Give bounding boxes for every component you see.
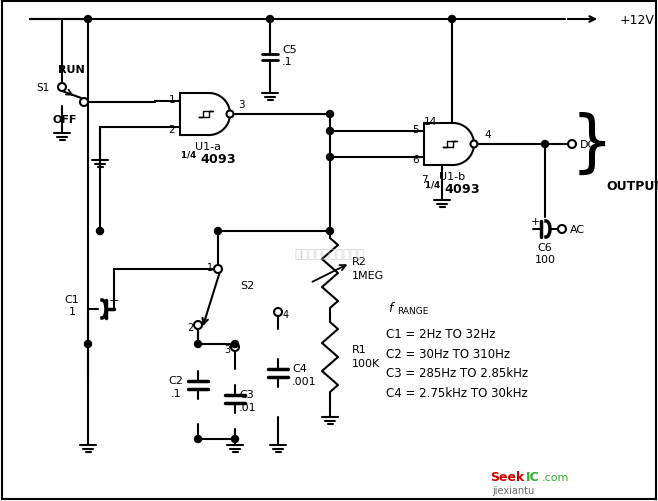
Text: f: f (388, 301, 392, 314)
Text: S2: S2 (240, 281, 254, 291)
Circle shape (542, 141, 549, 148)
Circle shape (214, 266, 222, 274)
Text: 100K: 100K (352, 358, 380, 368)
Text: RANGE: RANGE (397, 307, 428, 316)
Circle shape (226, 111, 234, 118)
Text: 3: 3 (224, 344, 230, 354)
Text: .com: .com (542, 472, 569, 482)
Circle shape (231, 343, 239, 351)
Text: .001: .001 (292, 376, 316, 386)
Text: 4: 4 (283, 310, 289, 319)
Circle shape (326, 154, 334, 161)
Text: 100: 100 (534, 255, 555, 265)
Text: .01: .01 (239, 402, 257, 412)
Text: }: } (570, 112, 613, 178)
Circle shape (266, 17, 274, 24)
Circle shape (194, 321, 202, 329)
Text: 1MEG: 1MEG (352, 271, 384, 281)
Circle shape (195, 436, 201, 442)
Circle shape (470, 141, 478, 148)
Text: jiexiantu: jiexiantu (492, 485, 534, 495)
Text: 7: 7 (420, 175, 427, 185)
Circle shape (449, 17, 455, 24)
Text: U1-b: U1-b (439, 172, 465, 182)
Circle shape (326, 228, 334, 235)
Text: C3 = 285Hz TO 2.85kHz: C3 = 285Hz TO 2.85kHz (386, 367, 528, 380)
Text: C2 = 30Hz TO 310Hz: C2 = 30Hz TO 310Hz (386, 347, 510, 360)
Circle shape (558, 225, 566, 233)
Circle shape (58, 84, 66, 92)
Circle shape (326, 111, 334, 118)
Circle shape (326, 128, 334, 135)
Text: OFF: OFF (52, 115, 76, 125)
Text: 2: 2 (187, 322, 193, 332)
Circle shape (232, 341, 238, 348)
Text: C4 = 2.75kHz TO 30kHz: C4 = 2.75kHz TO 30kHz (386, 387, 528, 400)
Text: RUN: RUN (58, 65, 85, 75)
Text: IC: IC (526, 470, 540, 483)
Circle shape (232, 436, 238, 442)
Text: +12V: +12V (620, 14, 655, 27)
Text: C1 = 2Hz TO 32Hz: C1 = 2Hz TO 32Hz (386, 327, 495, 340)
Text: 6: 6 (413, 155, 419, 165)
Circle shape (97, 228, 103, 235)
Text: .1: .1 (170, 388, 182, 398)
Text: C4: C4 (292, 363, 307, 373)
Text: 14: 14 (423, 117, 437, 127)
Text: Seek: Seek (490, 470, 524, 483)
Circle shape (84, 17, 91, 24)
Text: U1-a: U1-a (195, 142, 221, 152)
Text: AC: AC (570, 224, 585, 234)
Text: 1: 1 (168, 95, 175, 105)
Text: R1: R1 (352, 344, 367, 354)
Text: 1: 1 (207, 263, 213, 273)
Text: C5: C5 (282, 45, 297, 55)
Circle shape (568, 141, 576, 149)
Text: +: + (530, 216, 540, 226)
Text: 5: 5 (413, 125, 419, 135)
Circle shape (80, 99, 88, 107)
Text: $\mathregular{^{1/4}}$ 4093: $\mathregular{^{1/4}}$ 4093 (180, 150, 236, 167)
Text: C1: C1 (64, 295, 80, 305)
Text: C3: C3 (239, 389, 254, 399)
Text: 1: 1 (68, 307, 76, 316)
Text: S1: S1 (37, 83, 50, 93)
Text: .1: .1 (282, 57, 293, 67)
Text: R2: R2 (352, 257, 367, 267)
Text: C6: C6 (538, 242, 552, 253)
Text: +: + (109, 293, 119, 306)
Circle shape (274, 309, 282, 316)
Text: C2: C2 (168, 375, 184, 385)
Circle shape (84, 341, 91, 348)
Text: OUTPUT: OUTPUT (607, 180, 658, 193)
Text: 2: 2 (168, 125, 175, 135)
Circle shape (195, 341, 201, 348)
Text: DC: DC (580, 140, 596, 150)
Text: 3: 3 (238, 100, 245, 110)
Text: 4: 4 (484, 130, 491, 140)
Text: 杭州将睿科技有限公司: 杭州将睿科技有限公司 (294, 248, 364, 261)
Text: $\mathregular{^{1/4}}$ 4093: $\mathregular{^{1/4}}$ 4093 (424, 180, 480, 197)
Circle shape (215, 228, 222, 235)
